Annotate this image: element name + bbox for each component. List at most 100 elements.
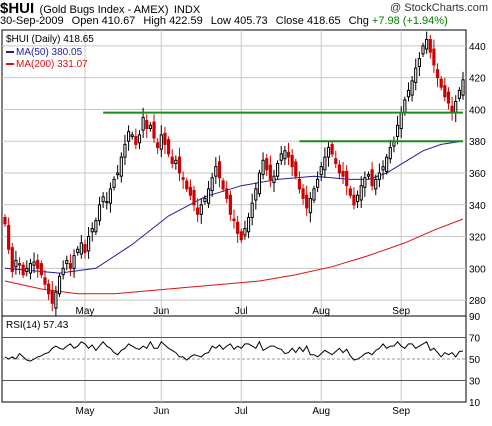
rsi-month-label: Jul	[235, 406, 248, 417]
rsi-y-tick-label: 30	[469, 377, 481, 388]
candle-up	[381, 166, 385, 171]
candle-up	[25, 267, 29, 273]
candle-up	[137, 134, 142, 144]
candle-up	[395, 124, 400, 137]
candle-up	[79, 242, 83, 255]
candle-up	[130, 134, 134, 137]
candle-up	[410, 80, 414, 96]
candle-down	[10, 247, 14, 273]
candle-down	[39, 263, 43, 276]
candle-down	[50, 290, 54, 304]
candle-up	[457, 89, 461, 99]
candle-down	[232, 218, 236, 222]
candle-down	[7, 224, 11, 250]
candle-up	[206, 188, 211, 204]
low-label: Low	[210, 15, 231, 27]
low-value: 405.73	[234, 15, 268, 27]
candle-up	[461, 79, 465, 96]
candle-down	[348, 188, 352, 196]
candle-down	[225, 188, 229, 199]
candle-down	[428, 39, 432, 53]
candle-up	[90, 228, 94, 233]
price-month-label: Sep	[392, 306, 410, 317]
candle-down	[47, 283, 51, 295]
chg-value: +7.98 (+1.94%)	[371, 15, 448, 27]
candle-up	[76, 248, 80, 253]
candle-up	[203, 197, 207, 203]
candle-down	[145, 120, 149, 130]
price-month-label: May	[76, 306, 95, 317]
candle-up	[272, 175, 276, 184]
rsi-y-tick-label: 90	[469, 312, 481, 323]
high-label: High	[143, 15, 166, 27]
candle-down	[370, 169, 374, 187]
candle-down	[68, 263, 73, 269]
rsi-y-tick-label: 50	[469, 355, 481, 366]
symbol: $HUI	[0, 0, 35, 17]
price-y-tick-label: 360	[469, 169, 486, 180]
candle-up	[32, 261, 36, 266]
candle-up	[283, 150, 287, 160]
candle-down	[17, 263, 22, 266]
candle-up	[199, 204, 203, 215]
price-y-tick-label: 400	[469, 105, 486, 116]
candle-down	[443, 85, 447, 98]
price-y-tick-label: 440	[469, 42, 486, 53]
candle-down	[341, 170, 345, 177]
candle-up	[403, 99, 407, 114]
ma200-line	[4, 218, 464, 295]
candle-down	[181, 177, 185, 180]
candle-down	[170, 156, 174, 164]
rsi-y-tick-label: 10	[469, 398, 481, 409]
candle-down	[163, 132, 167, 145]
candle-down	[435, 69, 440, 79]
candle-up	[319, 166, 323, 176]
quote-date: 30-Sep-2009	[0, 15, 64, 27]
price-y-tick-label: 320	[469, 233, 486, 244]
candle-up	[374, 178, 378, 190]
candle-down	[305, 194, 309, 209]
price-month-label: Jun	[153, 306, 169, 317]
rsi-month-label: Aug	[312, 406, 330, 417]
price-panel: 280 300 320 340 360 380 400 420 440 May Jun Jul Aug S…	[1, 29, 486, 318]
chart-title-row: $HUI (Gold Bugs Index - AMEX) INDX	[0, 0, 200, 17]
candle-up	[61, 267, 65, 276]
rsi-month-label: May	[76, 406, 95, 417]
candle-down	[286, 151, 291, 158]
rsi-month-label: Jun	[153, 406, 169, 417]
candle-up	[119, 156, 123, 177]
candle-down	[345, 170, 349, 187]
price-y-tick-label: 300	[469, 264, 486, 275]
candle-down	[21, 264, 25, 276]
candle-up	[454, 101, 458, 114]
candle-up	[97, 204, 102, 222]
price-month-label: Aug	[312, 306, 330, 317]
candle-down	[301, 188, 305, 199]
candle-up	[279, 153, 283, 161]
rsi-line	[4, 340, 464, 362]
candle-up	[359, 185, 363, 201]
candle-down	[36, 259, 40, 269]
candle-down	[217, 161, 222, 179]
candle-up	[366, 174, 371, 177]
candle-down	[188, 186, 192, 196]
candle-up	[72, 255, 76, 269]
candle-up	[388, 147, 392, 160]
candle-up	[148, 124, 152, 130]
candle-up	[141, 116, 145, 131]
candle-down	[294, 161, 298, 177]
candle-up	[308, 197, 312, 214]
price-month-label: Jul	[235, 306, 248, 317]
legend-price: $HUI (Daily) 418.65	[6, 34, 94, 45]
candle-down	[185, 180, 189, 190]
rsi-month-label: Sep	[392, 406, 410, 417]
candle-down	[3, 216, 7, 225]
price-y-tick-label: 280	[469, 296, 486, 307]
symbol-description: (Gold Bugs Index - AMEX)	[39, 4, 169, 16]
candle-up	[425, 39, 429, 50]
candle-up	[94, 220, 98, 233]
candle-down	[290, 155, 294, 168]
candle-down	[166, 139, 171, 155]
open-label: Open	[71, 15, 99, 27]
